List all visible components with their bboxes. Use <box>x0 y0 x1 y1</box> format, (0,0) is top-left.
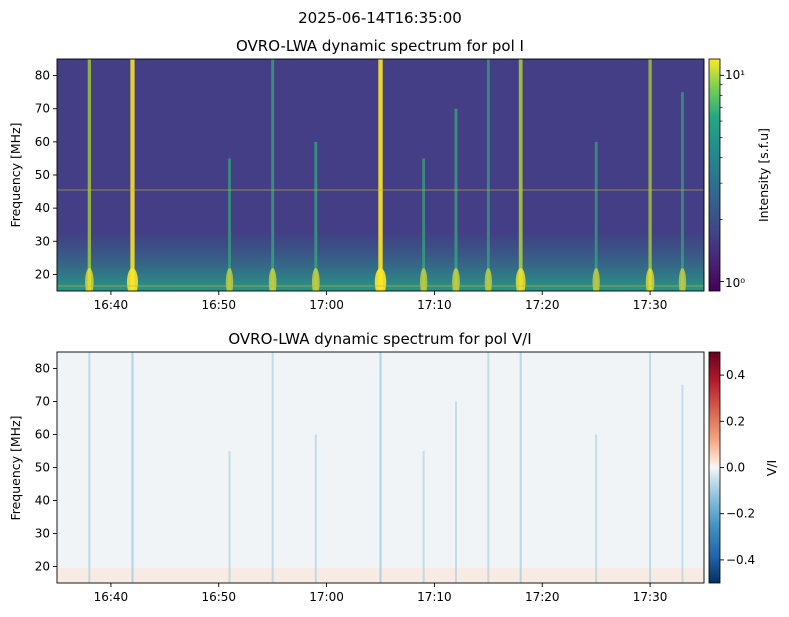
polarization-stripe <box>314 434 317 583</box>
y-tick-label: 70 <box>35 395 50 409</box>
polarization-stripe <box>271 352 274 583</box>
burst-core <box>311 268 320 291</box>
top-ylabel: Frequency [MHz] <box>8 122 23 227</box>
intensity-colorbar-tick-label-high: 10¹ <box>725 68 745 82</box>
burst-stripe <box>454 108 458 291</box>
burst-stripe <box>378 59 383 291</box>
x-tick-label: 17:30 <box>633 590 668 604</box>
polarization-stripe <box>422 451 425 583</box>
x-tick-label: 16:50 <box>201 590 236 604</box>
top-x-ticks: 16:40 16:50 17:00 17:10 17:20 17:30 <box>94 291 668 312</box>
polarization-stripe <box>131 352 134 583</box>
colorbar-tick-label: −0.2 <box>726 507 755 521</box>
vi-colorbar-label: V/I <box>764 460 779 476</box>
burst-core <box>484 268 492 291</box>
burst-core <box>645 268 655 291</box>
y-tick-label: 20 <box>35 560 50 574</box>
burst-stripe <box>681 92 684 291</box>
y-tick-label: 30 <box>35 527 50 541</box>
burst-stripe <box>518 59 523 291</box>
burst-stripe <box>594 141 598 291</box>
top-burst-layer <box>85 59 687 291</box>
top-panel-title: OVRO-LWA dynamic spectrum for pol I <box>236 37 524 55</box>
bottom-heatmap <box>57 352 704 583</box>
x-tick-label: 17:00 <box>309 590 344 604</box>
vi-colorbar <box>708 351 721 584</box>
burst-core <box>268 268 277 291</box>
burst-core <box>678 268 687 291</box>
polarization-stripe <box>379 352 382 583</box>
polarization-stripe <box>88 352 91 583</box>
bottom-panel-title: OVRO-LWA dynamic spectrum for pol V/I <box>228 330 531 348</box>
burst-core <box>592 268 600 291</box>
polarization-stripe <box>487 352 490 583</box>
polarization-stripe <box>454 401 457 583</box>
x-tick-label: 16:40 <box>94 590 129 604</box>
bottom-ylabel: Frequency [MHz] <box>8 415 23 520</box>
y-tick-label: 60 <box>35 428 50 442</box>
vi-colorbar-ticks: 0.4 0.2 0.0 −0.2 −0.4 <box>720 368 755 567</box>
x-tick-label: 17:20 <box>525 590 560 604</box>
x-tick-label: 16:50 <box>201 298 236 312</box>
burst-core <box>225 268 234 291</box>
burst-stripe <box>228 158 231 291</box>
y-tick-label: 80 <box>35 69 50 83</box>
burst-core <box>85 268 94 291</box>
burst-stripe <box>422 158 426 291</box>
burst-core <box>452 268 460 291</box>
burst-stripe <box>130 59 135 291</box>
y-tick-label: 40 <box>35 494 50 508</box>
x-tick-label: 17:30 <box>633 298 668 312</box>
polarization-stripe <box>228 451 231 583</box>
x-tick-label: 17:10 <box>417 590 452 604</box>
intensity-colorbar-ticks <box>720 74 724 283</box>
burst-core <box>126 268 138 291</box>
figure-suptitle: 2025-06-14T16:35:00 <box>298 9 462 27</box>
bottom-x-ticks: 16:40 16:50 17:00 17:10 17:20 17:30 <box>94 583 668 604</box>
y-tick-label: 50 <box>35 461 50 475</box>
y-tick-label: 70 <box>35 102 50 116</box>
colorbar-tick-label: 0.4 <box>726 368 745 382</box>
intensity-colorbar-tick-label-low: 10⁰ <box>725 276 745 290</box>
x-tick-label: 16:40 <box>94 298 129 312</box>
burst-stripe <box>648 59 652 291</box>
intensity-colorbar <box>708 58 721 292</box>
polarization-stripe <box>681 385 684 583</box>
burst-stripe <box>271 59 275 291</box>
top-y-ticks: 20 30 40 50 60 70 80 <box>35 69 57 281</box>
colorbar-tick-label: −0.4 <box>726 553 755 567</box>
burst-stripe <box>314 141 318 291</box>
polarization-stripe <box>649 352 652 583</box>
colorbar-tick-label: 0.0 <box>726 461 745 475</box>
polarization-stripe <box>595 434 598 583</box>
top-heatmap <box>57 59 704 291</box>
burst-stripe <box>486 59 490 291</box>
y-tick-label: 50 <box>35 168 50 182</box>
polarization-stripe <box>519 352 522 583</box>
y-tick-label: 60 <box>35 135 50 149</box>
x-tick-label: 17:10 <box>417 298 452 312</box>
bottom-y-ticks: 20 30 40 50 60 70 80 <box>35 362 57 574</box>
x-tick-label: 17:00 <box>309 298 344 312</box>
burst-stripe <box>87 59 91 291</box>
burst-core <box>419 268 428 291</box>
burst-core <box>515 268 526 291</box>
y-tick-label: 40 <box>35 201 50 215</box>
burst-core <box>374 268 387 291</box>
y-tick-label: 20 <box>35 267 50 281</box>
intensity-colorbar-label: Intensity [s.f.u] <box>756 128 771 222</box>
x-tick-label: 17:20 <box>525 298 560 312</box>
bottom-burst-layer <box>88 352 684 583</box>
y-tick-label: 30 <box>35 234 50 248</box>
colorbar-tick-label: 0.2 <box>726 414 745 428</box>
y-tick-label: 80 <box>35 362 50 376</box>
